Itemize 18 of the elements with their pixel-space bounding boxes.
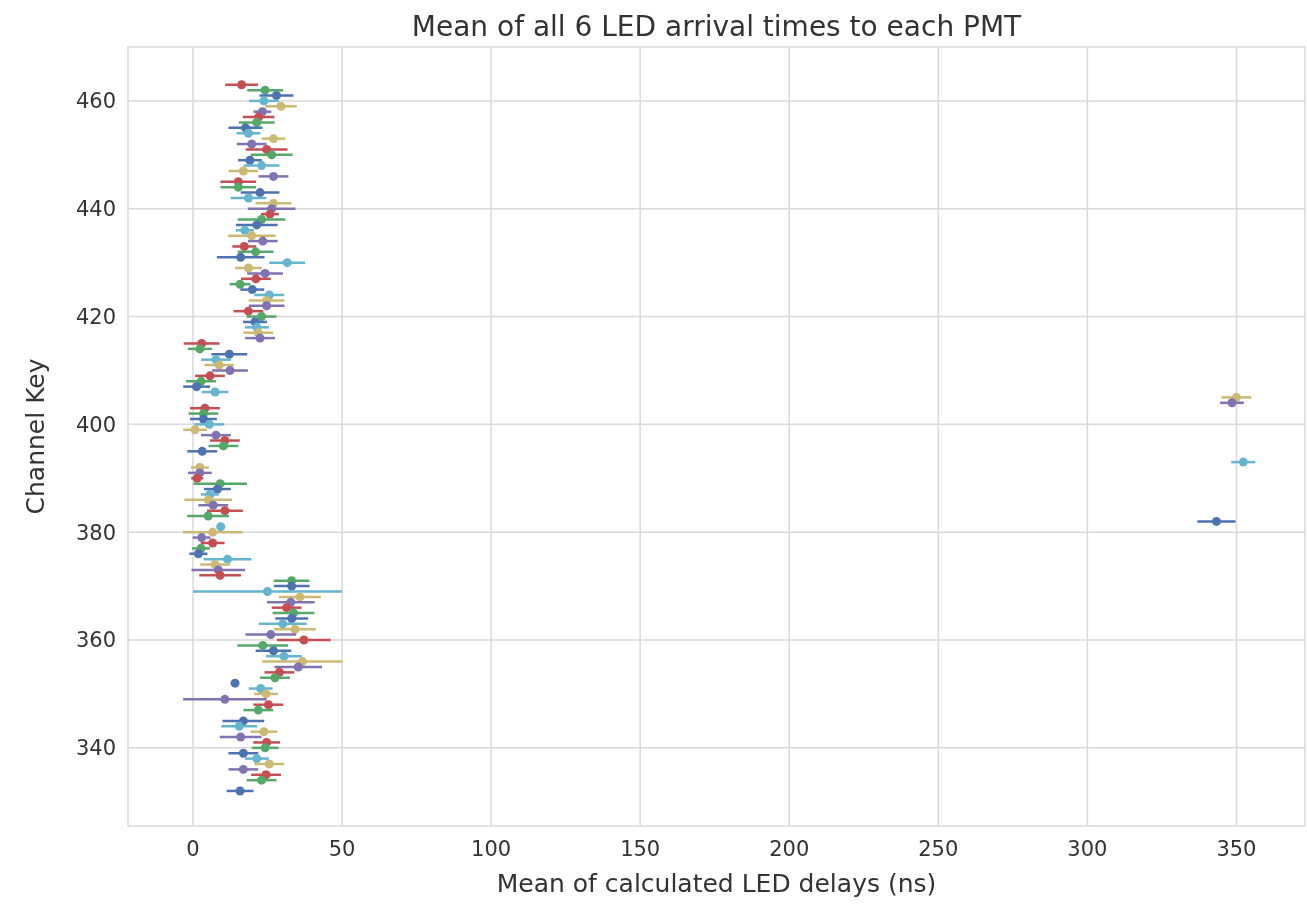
- x-tick-label: 350: [1216, 837, 1257, 861]
- y-tick-label: 360: [75, 628, 116, 653]
- x-tick-label: 150: [620, 837, 661, 861]
- chart-title: Mean of all 6 LED arrival times to each PMT: [411, 10, 1023, 43]
- x-tick-label: 250: [918, 837, 959, 861]
- y-tick-label: 420: [75, 304, 116, 329]
- x-tick-label: 300: [1067, 837, 1108, 861]
- x-tick-label: 50: [328, 837, 356, 861]
- y-tick-label: 460: [75, 89, 116, 114]
- x-tick-label: 100: [471, 837, 512, 861]
- y-tick-label: 440: [75, 197, 116, 222]
- y-axis-title: Channel Key: [21, 358, 50, 515]
- y-tick-label: 340: [75, 736, 116, 761]
- x-tick-label: 200: [769, 837, 810, 861]
- x-axis-title: Mean of calculated LED delays (ns): [496, 869, 937, 898]
- x-tick-label: 0: [186, 837, 200, 861]
- y-tick-label: 400: [75, 412, 116, 437]
- y-tick-label: 380: [75, 520, 116, 545]
